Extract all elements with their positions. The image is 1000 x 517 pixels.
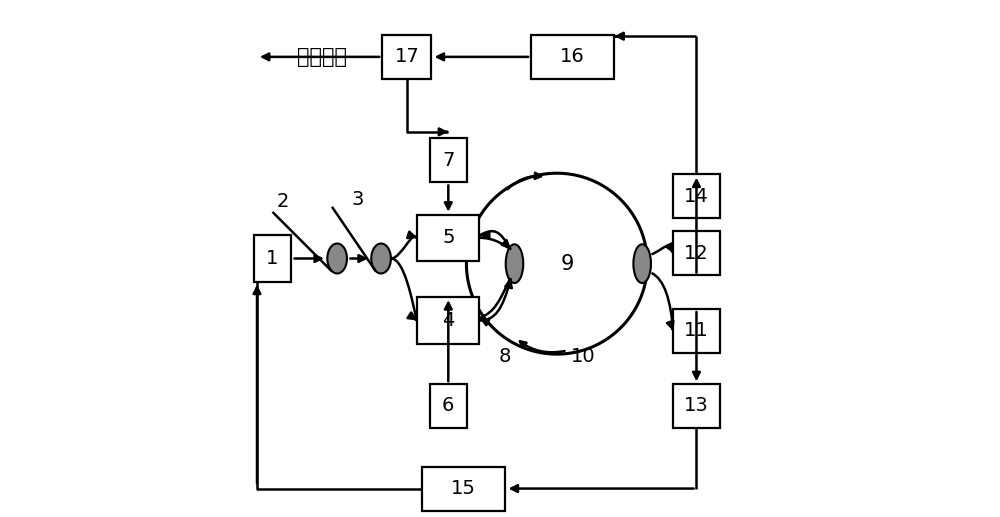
Ellipse shape — [371, 244, 391, 273]
FancyBboxPatch shape — [430, 384, 467, 428]
Text: 8: 8 — [499, 347, 511, 366]
FancyBboxPatch shape — [382, 35, 431, 79]
FancyBboxPatch shape — [673, 309, 720, 353]
FancyBboxPatch shape — [417, 215, 479, 261]
Text: 2: 2 — [277, 192, 289, 211]
Text: 1: 1 — [266, 249, 279, 268]
FancyBboxPatch shape — [673, 232, 720, 275]
FancyBboxPatch shape — [422, 466, 505, 511]
FancyBboxPatch shape — [254, 235, 291, 282]
FancyBboxPatch shape — [417, 297, 479, 344]
Text: 16: 16 — [560, 48, 585, 66]
Text: 6: 6 — [442, 397, 454, 415]
Text: 12: 12 — [684, 244, 709, 263]
Text: 4: 4 — [442, 311, 454, 330]
Text: 17: 17 — [395, 48, 419, 66]
Text: 7: 7 — [442, 151, 454, 170]
Text: 15: 15 — [451, 479, 476, 498]
FancyBboxPatch shape — [531, 35, 614, 79]
Text: 3: 3 — [352, 190, 364, 208]
FancyBboxPatch shape — [673, 384, 720, 428]
Text: 14: 14 — [684, 187, 709, 206]
Ellipse shape — [327, 244, 347, 273]
Text: 10: 10 — [570, 347, 595, 366]
FancyBboxPatch shape — [673, 175, 720, 218]
Text: 11: 11 — [684, 322, 709, 340]
Text: 陌螺输出: 陌螺输出 — [297, 47, 347, 67]
FancyBboxPatch shape — [430, 139, 467, 183]
Ellipse shape — [506, 245, 523, 283]
Ellipse shape — [633, 245, 651, 283]
Text: 9: 9 — [561, 254, 574, 273]
Text: 5: 5 — [442, 229, 455, 247]
Text: 13: 13 — [684, 397, 709, 415]
